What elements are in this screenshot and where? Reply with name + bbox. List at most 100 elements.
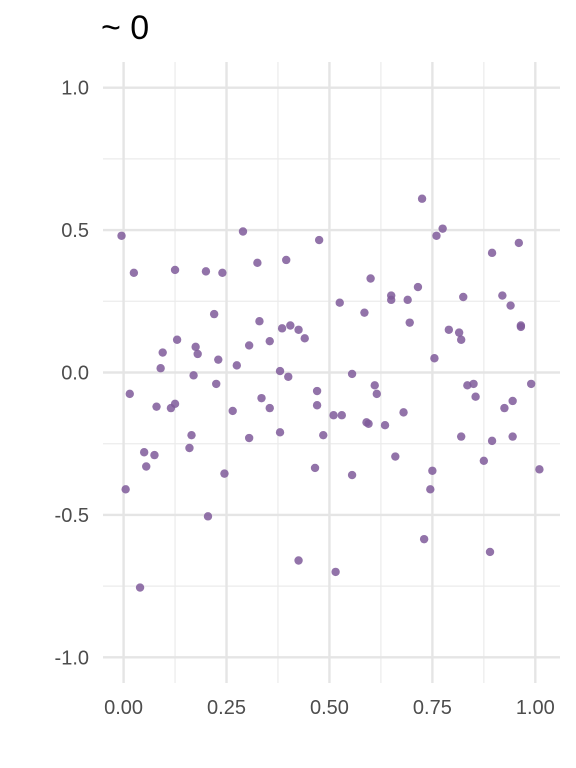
data-point <box>228 406 237 416</box>
data-point <box>314 235 324 245</box>
data-point <box>479 456 489 466</box>
grid <box>103 62 560 683</box>
data-point <box>347 470 357 480</box>
data-point <box>516 321 526 330</box>
data-point <box>386 291 396 300</box>
data-point <box>191 342 200 352</box>
data-point <box>366 274 375 283</box>
data-point <box>294 325 303 334</box>
data-point <box>487 248 497 258</box>
data-point <box>514 238 524 248</box>
data-point <box>426 485 435 494</box>
data-point <box>444 325 454 334</box>
data-point <box>257 393 266 403</box>
data-point <box>125 389 134 399</box>
x-tick-label: 0.25 <box>207 697 246 719</box>
data-point <box>187 430 196 440</box>
y-tick-label: -0.5 <box>55 505 89 527</box>
y-tick-label: 0.0 <box>61 363 89 385</box>
y-axis-ticks: -1.0 -0.5 0.0 0.5 1.0 <box>55 78 89 670</box>
data-point <box>275 428 285 437</box>
data-point <box>498 291 507 300</box>
data-point <box>469 379 478 389</box>
data-point <box>139 448 149 457</box>
data-point <box>364 419 373 428</box>
data-point <box>335 298 344 307</box>
data-point <box>506 301 515 310</box>
data-point <box>432 231 441 240</box>
data-point <box>135 583 145 592</box>
data-point <box>405 318 414 327</box>
data-point <box>413 282 423 292</box>
data-point <box>265 336 274 346</box>
data-point <box>170 399 180 409</box>
data-point <box>331 567 340 577</box>
data-point <box>142 462 151 471</box>
y-tick-label: 1.0 <box>61 78 89 100</box>
data-point <box>172 335 182 344</box>
data-points <box>117 194 544 592</box>
data-point <box>526 379 536 389</box>
data-point <box>372 389 381 399</box>
data-point <box>209 309 219 319</box>
x-tick-label: 0.75 <box>413 697 452 719</box>
data-point <box>201 267 211 276</box>
data-point <box>310 463 320 473</box>
data-point <box>438 224 447 233</box>
data-point <box>454 328 464 337</box>
data-point <box>370 381 379 390</box>
x-axis-ticks: 0.00 0.25 0.50 0.75 1.00 <box>104 697 555 719</box>
data-point <box>158 348 167 357</box>
data-point <box>430 354 439 363</box>
data-point <box>508 432 517 441</box>
data-point <box>417 194 427 203</box>
data-point <box>277 324 287 333</box>
data-point <box>117 231 126 240</box>
data-point <box>500 403 509 413</box>
data-point <box>380 420 390 430</box>
chart-title: ~ 0 <box>101 9 149 47</box>
data-point <box>265 403 274 413</box>
data-point <box>244 433 254 443</box>
y-tick-label: 0.5 <box>61 220 89 242</box>
data-point <box>403 295 412 305</box>
data-point <box>282 255 291 265</box>
data-point <box>150 450 159 460</box>
x-tick-label: 1.00 <box>516 697 555 719</box>
data-point <box>337 411 346 420</box>
data-point <box>319 430 328 440</box>
data-point <box>347 369 357 379</box>
data-point <box>275 366 285 376</box>
data-point <box>294 556 303 565</box>
data-point <box>121 485 130 494</box>
data-point <box>170 265 180 275</box>
data-point <box>220 469 229 478</box>
data-point <box>212 379 221 389</box>
data-point <box>253 258 262 268</box>
data-point <box>238 227 248 236</box>
data-point <box>189 371 198 380</box>
data-point <box>459 292 468 302</box>
data-point <box>152 402 161 411</box>
data-point <box>218 268 227 277</box>
data-point <box>456 335 466 344</box>
data-point <box>312 386 322 396</box>
data-point <box>419 534 429 544</box>
data-point <box>244 341 254 350</box>
x-tick-label: 0.00 <box>104 697 143 719</box>
data-point <box>485 547 495 557</box>
data-point <box>185 443 194 453</box>
data-point <box>399 408 408 417</box>
data-point <box>508 396 517 406</box>
data-point <box>284 372 293 381</box>
data-point <box>471 392 480 401</box>
data-point <box>156 364 165 373</box>
data-point <box>391 452 400 461</box>
data-point <box>456 432 466 441</box>
data-point <box>203 512 213 521</box>
data-point <box>312 401 322 410</box>
data-point <box>428 466 437 475</box>
data-point <box>255 317 264 326</box>
data-point <box>214 355 223 364</box>
